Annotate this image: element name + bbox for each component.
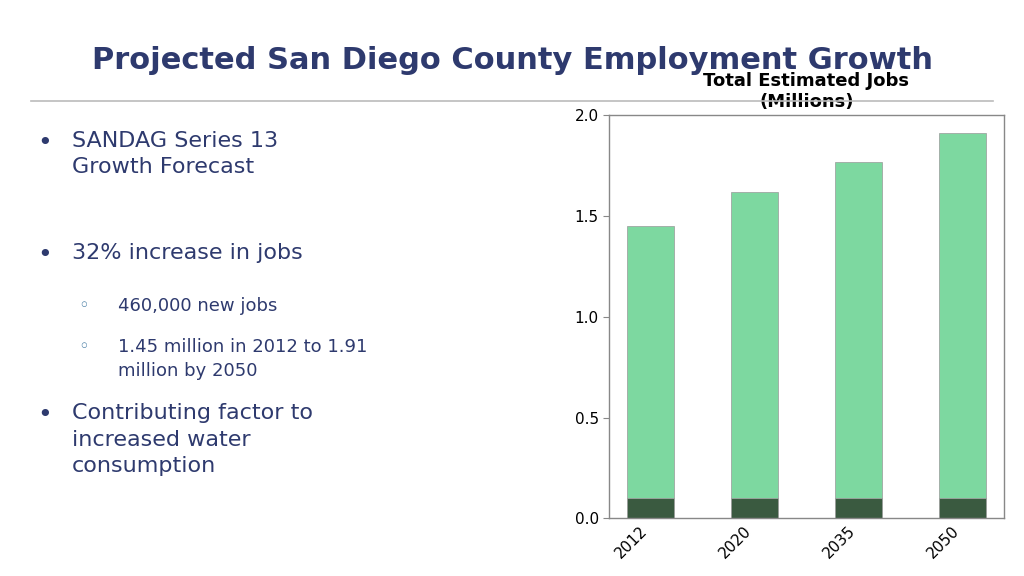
Bar — [627, 226, 674, 498]
Text: SANDAG Series 13
Growth Forecast: SANDAG Series 13 Growth Forecast — [72, 131, 279, 177]
Bar — [835, 162, 882, 498]
Bar — [939, 134, 985, 498]
Bar — [835, 498, 882, 518]
Bar — [731, 498, 778, 518]
Text: 1.45 million in 2012 to 1.91
million by 2050: 1.45 million in 2012 to 1.91 million by … — [118, 339, 368, 380]
Text: Projected San Diego County Employment Growth: Projected San Diego County Employment Gr… — [91, 46, 933, 75]
Text: 32% increase in jobs: 32% increase in jobs — [72, 244, 303, 263]
Bar — [627, 498, 674, 518]
Bar — [939, 498, 985, 518]
Text: •: • — [38, 131, 52, 155]
Title: Total Estimated Jobs
(Millions): Total Estimated Jobs (Millions) — [703, 72, 909, 111]
Text: •: • — [38, 244, 52, 267]
Text: •: • — [38, 403, 52, 427]
Bar — [731, 192, 778, 498]
Text: ◦: ◦ — [78, 297, 88, 315]
Text: Contributing factor to
increased water
consumption: Contributing factor to increased water c… — [72, 403, 313, 476]
Text: ◦: ◦ — [78, 339, 88, 357]
Text: 460,000 new jobs: 460,000 new jobs — [118, 297, 278, 315]
